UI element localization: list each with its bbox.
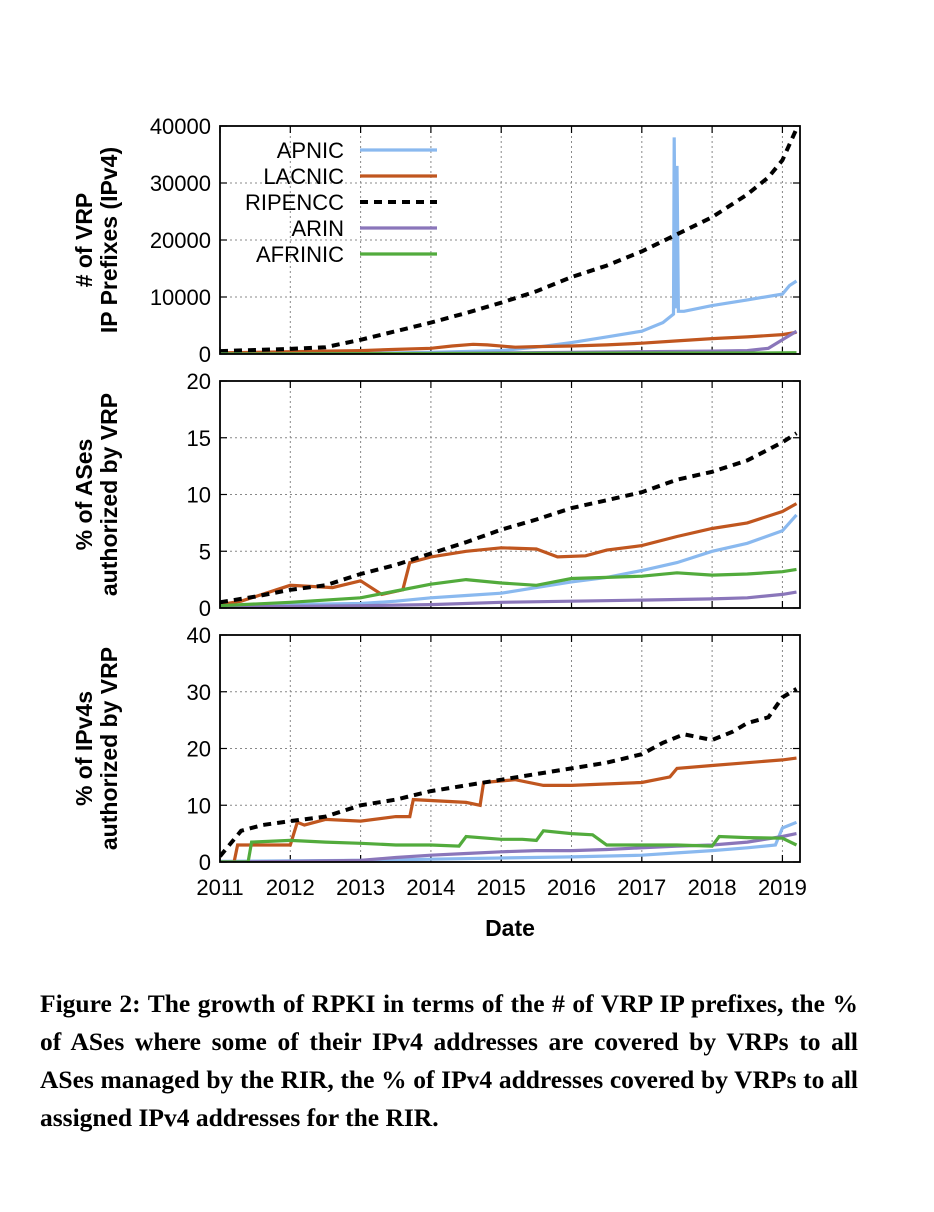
y-tick-label: 40000 (150, 114, 211, 139)
figure-chart: 0 10000 20000 30000 40000 # of VRP IP Prefixes… (71, 114, 807, 941)
x-tick-label: 2016 (547, 875, 596, 900)
y-tick-label: 5 (199, 539, 211, 564)
y-tick-label: 20 (187, 369, 211, 394)
legend-label-afrinic: AFRINIC (256, 242, 344, 267)
y-axis-label: authorized by VRP (96, 393, 122, 596)
figure-caption: Figure 2: The growth of RPKI in terms of… (40, 989, 858, 1132)
series-line-lacnic (220, 756, 797, 862)
y-axis-label: % of IPv4s (71, 691, 97, 806)
y-tick-label: 0 (199, 850, 211, 875)
series-line-afrinic (220, 567, 797, 608)
x-tick-label: 2015 (477, 875, 526, 900)
legend-label-ripencc: RIPENCC (245, 190, 344, 215)
legend-label-lacnic: LACNIC (263, 164, 344, 189)
series-line-ripencc (220, 687, 798, 858)
x-tick-label: 2012 (266, 875, 315, 900)
y-tick-label: 10 (187, 483, 211, 508)
plot-frame (219, 634, 801, 863)
series-line-lacnic (220, 502, 798, 607)
y-tick-label: 10 (187, 793, 211, 818)
plot-frame (219, 125, 801, 355)
series-line-arin (220, 590, 797, 608)
x-tick-label: 2019 (758, 875, 807, 900)
x-tick-label: 2017 (617, 875, 666, 900)
y-tick-label: 30 (187, 680, 211, 705)
y-tick-label: 20 (187, 737, 211, 762)
series-line-afrinic (220, 829, 798, 862)
series-line-ripencc (220, 431, 798, 605)
x-tick-label: 2013 (336, 875, 385, 900)
x-axis-label: Date (485, 915, 535, 941)
series-line-lacnic (220, 330, 797, 354)
y-tick-label: 0 (199, 596, 211, 621)
x-tick-label: 2011 (196, 875, 243, 900)
chart-panel-1: 0 10000 20000 30000 40000 # of VRP IP Prefixes… (71, 114, 801, 367)
y-tick-label: 10000 (150, 285, 211, 310)
y-tick-label: 15 (187, 426, 211, 451)
chart-panel-3: 0 10 20 30 40 % of IPv4s authorized by VRP 2011… (71, 623, 807, 941)
x-tick-label: 2018 (688, 875, 737, 900)
y-tick-label: 0 (199, 342, 211, 367)
series-line-apnic (220, 513, 798, 608)
y-tick-label: 20000 (150, 228, 211, 253)
y-axis-label: authorized by VRP (96, 647, 122, 850)
plot-frame (219, 380, 801, 609)
series-line-arin (220, 832, 797, 862)
x-tick-label: 2014 (406, 875, 455, 900)
y-axis-label: # of VRP (71, 193, 97, 288)
y-axis-label: IP Prefixes (IPv4) (96, 147, 122, 333)
series-line-ripencc (220, 127, 799, 354)
legend-label-apnic: APNIC (277, 138, 344, 163)
legend-label-arin: ARIN (291, 216, 344, 241)
chart-panel-2: 0 5 10 15 20 % of ASes authorized by VRP (71, 369, 801, 621)
y-axis-label: % of ASes (71, 439, 97, 551)
y-tick-label: 40 (187, 623, 211, 648)
y-tick-label: 30000 (150, 171, 211, 196)
